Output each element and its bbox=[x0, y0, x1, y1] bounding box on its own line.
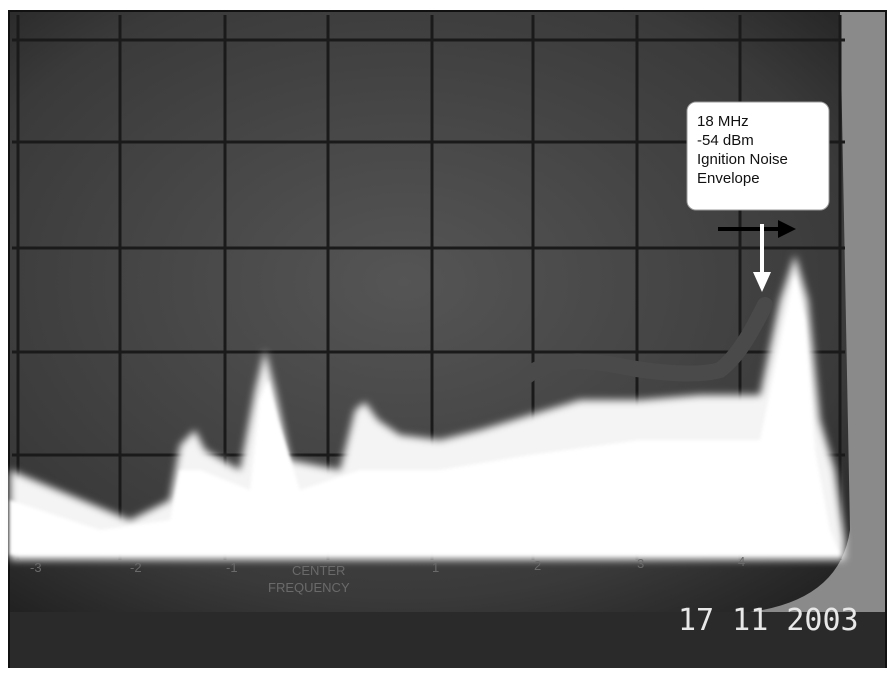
axis-label: -2 bbox=[130, 560, 142, 575]
center-label: FREQUENCY bbox=[268, 580, 350, 595]
annotation: 18 MHz -54 dBm Ignition Noise Envelope bbox=[686, 101, 830, 211]
arrows bbox=[718, 220, 796, 292]
annotation-line: -54 dBm bbox=[697, 132, 754, 149]
axis-label: 1 bbox=[432, 560, 439, 575]
axis-label: 2 bbox=[534, 558, 541, 573]
axis-label: 3 bbox=[637, 556, 644, 571]
axis-label: -3 bbox=[30, 560, 42, 575]
center-label: CENTER bbox=[292, 563, 345, 578]
axis-label: 4 bbox=[738, 554, 745, 569]
annotation-line: Envelope bbox=[697, 170, 760, 187]
date-stamp: 17 11 2003 bbox=[678, 603, 859, 638]
axis-label: -1 bbox=[226, 560, 238, 575]
bezel bbox=[750, 12, 885, 612]
envelope-marker bbox=[519, 297, 773, 384]
annotation-line: Ignition Noise bbox=[697, 151, 788, 168]
annotation-line: 18 MHz bbox=[697, 113, 749, 130]
annotation-box bbox=[686, 101, 830, 211]
spectrum-trace bbox=[10, 255, 845, 560]
axis-labels: -3 -2 -1 1 2 3 4 CENTER FREQUENCY bbox=[30, 554, 745, 595]
bottom-strip bbox=[10, 612, 885, 668]
